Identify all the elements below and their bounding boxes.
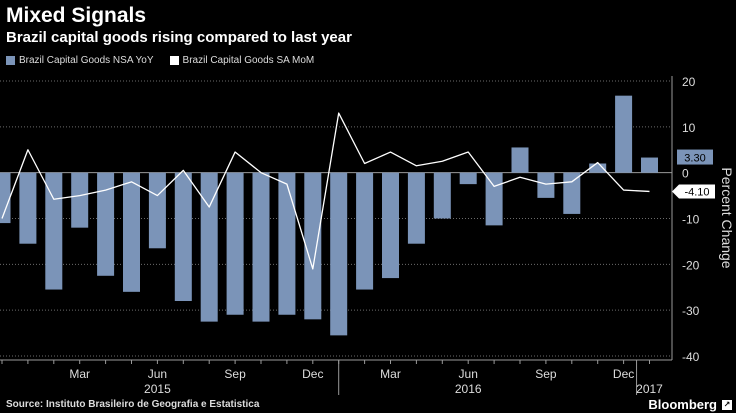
line-value-label: -4.10: [684, 186, 709, 198]
chart-subtitle: Brazil capital goods rising compared to …: [6, 29, 352, 46]
legend-swatch-line: [169, 56, 179, 65]
bar: [148, 172, 166, 249]
bar: [641, 157, 658, 173]
bar: [45, 172, 63, 290]
legend-item-bars: Brazil Capital Goods NSA YoY: [6, 55, 154, 66]
legend: Brazil Capital Goods NSA YoY Brazil Capi…: [6, 55, 330, 66]
x-tick-label: Dec: [302, 367, 323, 381]
y-tick-label: -30: [682, 304, 700, 318]
brand-logo: Bloomberg ↗: [648, 397, 732, 412]
bar: [615, 95, 633, 173]
bar: [200, 172, 218, 322]
x-tick-label: Mar: [380, 367, 401, 381]
legend-label-line: Brazil Capital Goods SA MoM: [182, 55, 315, 66]
bar: [71, 172, 89, 228]
bar: [252, 172, 270, 322]
x-tick-label: Mar: [69, 367, 90, 381]
bar-value-label: 3.30: [684, 153, 705, 165]
x-tick-label: Jun: [459, 367, 478, 381]
legend-item-line: Brazil Capital Goods SA MoM: [169, 55, 315, 66]
x-tick-label: Dec: [613, 367, 634, 381]
bar: [0, 172, 11, 224]
legend-label-bars: Brazil Capital Goods NSA YoY: [19, 55, 154, 66]
bar: [226, 172, 244, 315]
bar: [563, 172, 581, 214]
expand-icon: ↗: [722, 399, 732, 410]
bar: [123, 172, 140, 292]
x-tick-label: Jun: [148, 367, 167, 381]
bar: [407, 172, 425, 244]
bar: [459, 172, 477, 185]
bar: [537, 172, 555, 198]
bar: [278, 172, 296, 315]
bar: [304, 172, 322, 320]
x-tick-label: Sep: [224, 367, 246, 381]
y-tick-label: -40: [682, 350, 700, 364]
x-tick-label: Sep: [535, 367, 557, 381]
chart-title: Mixed Signals: [6, 4, 147, 27]
source-note: Source: Instituto Brasileiro de Geografi…: [6, 399, 260, 410]
bar: [97, 172, 115, 276]
year-label: 2017: [636, 382, 663, 396]
line-value-badge: [672, 184, 715, 199]
legend-swatch-bars: [6, 56, 15, 65]
bar: [433, 172, 451, 219]
bar: [511, 147, 529, 173]
year-label: 2015: [144, 382, 171, 396]
y-tick-label: -20: [682, 258, 700, 272]
brand-name: Bloomberg: [648, 397, 717, 412]
series-line: [1, 112, 650, 270]
y-tick-label: 20: [682, 75, 696, 89]
bar: [174, 172, 192, 301]
y-tick-label: -10: [682, 213, 700, 227]
bar-value-badge: [677, 149, 713, 165]
bar: [19, 172, 37, 244]
bar: [485, 172, 503, 226]
bar: [382, 172, 399, 279]
y-axis-label: Percent Change: [719, 167, 735, 268]
y-tick-label: 10: [682, 121, 696, 135]
bar: [356, 172, 374, 290]
y-tick-label: 0: [682, 167, 689, 181]
bar: [330, 172, 348, 336]
year-label: 2016: [455, 382, 482, 396]
bar: [589, 163, 607, 173]
